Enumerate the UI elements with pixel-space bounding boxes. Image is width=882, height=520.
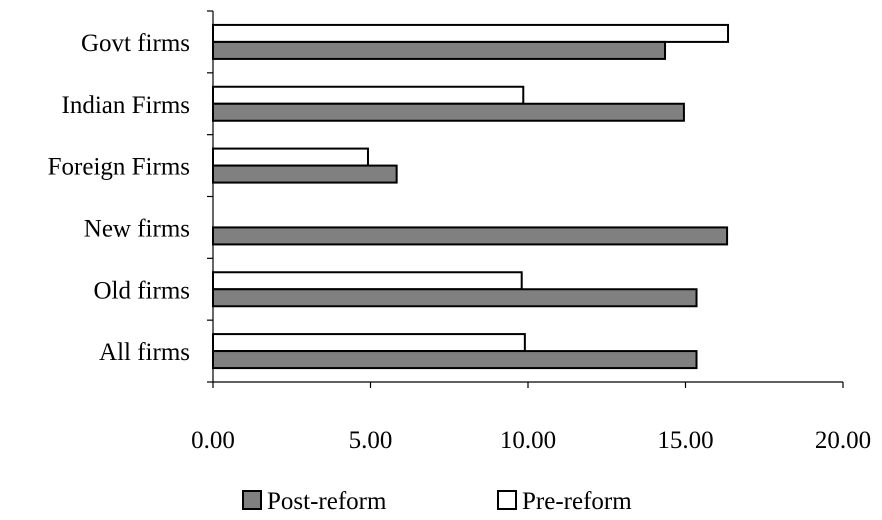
bar-post-reform-indian-firms <box>212 102 685 122</box>
x-tick-label: 20.00 <box>815 427 871 454</box>
bar-post-reform-old-firms <box>212 288 698 308</box>
category-label-all-firms: All firms <box>99 339 190 366</box>
bar-pre-reform-indian-firms <box>212 85 525 105</box>
legend-label-post-reform: Post-reform <box>267 488 387 515</box>
category-label-new-firms: New firms <box>84 215 190 242</box>
plot-area: Govt firms Indian Firms Foreign Firms New f… <box>48 10 871 454</box>
bar-pre-reform-old-firms <box>212 271 523 291</box>
category-label-govt-firms: Govt firms <box>81 30 190 57</box>
bar-pre-reform-govt-firms <box>212 23 730 43</box>
bar-pre-reform-foreign-firms <box>212 147 369 167</box>
bar-post-reform-new-firms <box>212 226 729 246</box>
x-tick-label: 15.00 <box>657 427 713 454</box>
bar-post-reform-foreign-firms <box>212 164 398 184</box>
x-tick-label: 5.00 <box>349 427 393 454</box>
legend: Post-reform Pre-reform <box>242 488 632 515</box>
legend-swatch-post-reform <box>242 490 262 510</box>
legend-swatch-pre-reform <box>497 490 517 510</box>
x-tick-label: 10.00 <box>500 427 556 454</box>
legend-label-pre-reform: Pre-reform <box>522 488 632 515</box>
category-label-old-firms: Old firms <box>93 277 190 304</box>
category-label-indian-firms: Indian Firms <box>62 92 190 119</box>
x-tick-label: 0.00 <box>191 427 235 454</box>
bar-post-reform-govt-firms <box>212 40 667 60</box>
category-label-foreign-firms: Foreign Firms <box>48 154 190 181</box>
bar-post-reform-all-firms <box>212 350 698 370</box>
bar-pre-reform-all-firms <box>212 333 526 353</box>
